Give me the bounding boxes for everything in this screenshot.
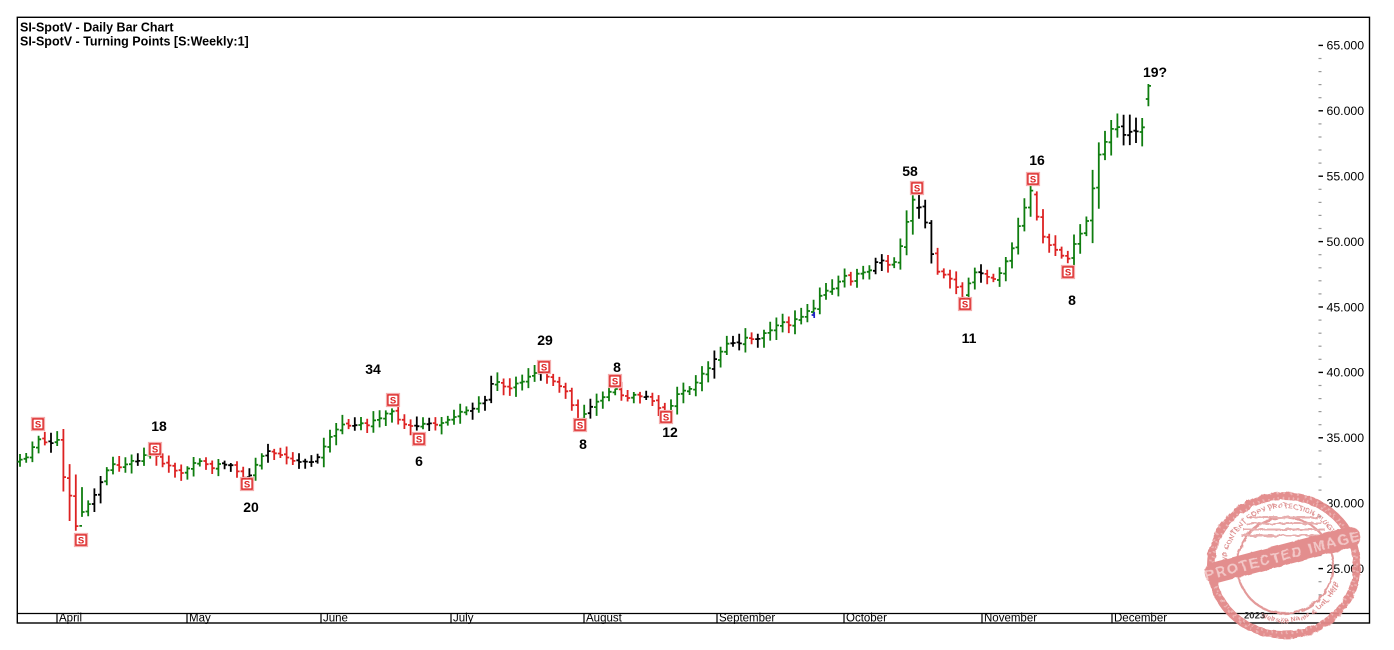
- svg-text:S: S: [612, 376, 618, 387]
- svg-text:8: 8: [1068, 292, 1076, 308]
- svg-text:April: April: [59, 613, 82, 625]
- svg-text:SI-SpotV - Turning Points [S:W: SI-SpotV - Turning Points [S:Weekly:1]: [20, 35, 249, 49]
- svg-text:S: S: [152, 444, 158, 455]
- svg-text:6: 6: [415, 453, 423, 469]
- svg-text:30.000: 30.000: [1327, 497, 1365, 511]
- svg-text:S: S: [541, 362, 547, 373]
- svg-text:34: 34: [365, 361, 381, 377]
- svg-text:June: June: [323, 613, 348, 625]
- svg-text:18: 18: [151, 418, 167, 434]
- svg-text:S: S: [1030, 174, 1036, 185]
- svg-text:50.000: 50.000: [1327, 235, 1365, 249]
- svg-text:S: S: [1065, 267, 1071, 278]
- svg-text:S: S: [577, 420, 583, 431]
- svg-text:58: 58: [902, 163, 918, 179]
- svg-text:August: August: [586, 613, 623, 625]
- svg-text:November: November: [984, 613, 1037, 625]
- svg-text:65.000: 65.000: [1327, 39, 1365, 53]
- svg-text:December: December: [1114, 613, 1167, 625]
- svg-text:October: October: [846, 613, 887, 625]
- svg-text:29: 29: [537, 332, 553, 348]
- svg-text:11: 11: [962, 330, 977, 346]
- svg-text:S: S: [663, 412, 669, 423]
- svg-text:September: September: [719, 613, 775, 625]
- svg-text:S: S: [35, 419, 41, 430]
- svg-text:S: S: [914, 183, 920, 194]
- svg-text:55.000: 55.000: [1327, 170, 1365, 184]
- svg-text:60.000: 60.000: [1327, 104, 1365, 118]
- svg-text:S: S: [390, 395, 396, 406]
- svg-text:S: S: [416, 434, 422, 445]
- svg-text:2023: 2023: [1244, 611, 1265, 622]
- svg-text:S: S: [244, 479, 250, 490]
- svg-text:May: May: [189, 613, 211, 625]
- svg-text:45.000: 45.000: [1327, 300, 1365, 314]
- svg-text:19?: 19?: [1143, 64, 1167, 80]
- svg-text:8: 8: [613, 359, 621, 375]
- svg-text:8: 8: [579, 436, 587, 452]
- svg-text:SI-SpotV - Daily Bar Chart: SI-SpotV - Daily Bar Chart: [20, 21, 174, 35]
- svg-text:20: 20: [243, 499, 259, 515]
- svg-text:35.000: 35.000: [1327, 431, 1365, 445]
- svg-text:12: 12: [662, 424, 678, 440]
- svg-text:S: S: [78, 535, 84, 546]
- svg-text:July: July: [453, 613, 474, 625]
- svg-text:40.000: 40.000: [1327, 366, 1365, 380]
- svg-text:16: 16: [1029, 152, 1045, 168]
- svg-text:S: S: [962, 299, 968, 310]
